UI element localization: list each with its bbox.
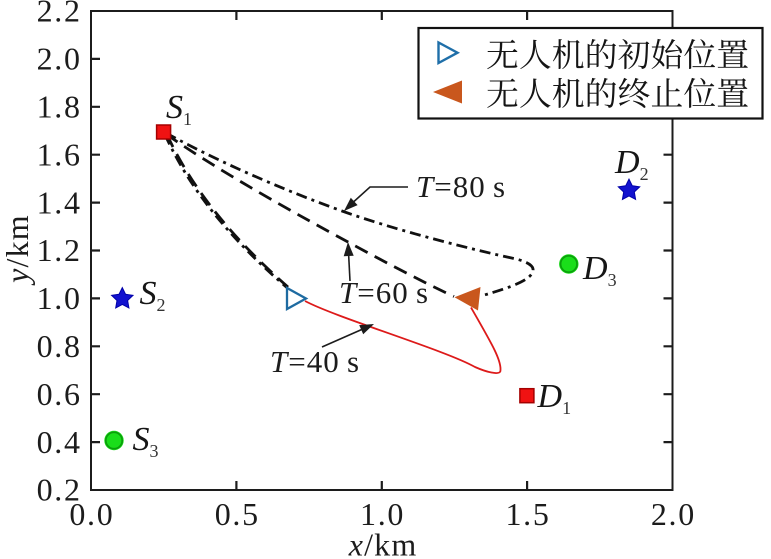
svg-text:0.5: 0.5	[215, 496, 260, 532]
svg-text:0.2: 0.2	[37, 472, 82, 508]
svg-text:1.0: 1.0	[37, 280, 82, 316]
svg-text:2.0: 2.0	[37, 41, 82, 77]
svg-text:1.4: 1.4	[37, 184, 82, 220]
svg-text:x/km: x/km	[348, 527, 418, 559]
svg-text:T=40 s: T=40 s	[270, 344, 360, 379]
svg-text:1.8: 1.8	[37, 89, 82, 125]
svg-text:T=60 s: T=60 s	[339, 275, 429, 310]
svg-text:0.0: 0.0	[69, 496, 114, 532]
svg-text:y/km: y/km	[0, 214, 35, 286]
svg-text:2.2: 2.2	[37, 0, 82, 29]
svg-text:0.6: 0.6	[37, 376, 82, 412]
svg-text:1.6: 1.6	[37, 136, 82, 172]
svg-text:2.0: 2.0	[651, 496, 696, 532]
svg-text:0.4: 0.4	[37, 424, 82, 460]
svg-text:S1: S1	[166, 89, 192, 129]
svg-text:1.2: 1.2	[37, 232, 82, 268]
svg-text:T=80 s: T=80 s	[416, 169, 506, 204]
svg-text:1.0: 1.0	[360, 496, 405, 532]
svg-text:1.5: 1.5	[505, 496, 550, 532]
svg-text:0.8: 0.8	[37, 328, 82, 364]
